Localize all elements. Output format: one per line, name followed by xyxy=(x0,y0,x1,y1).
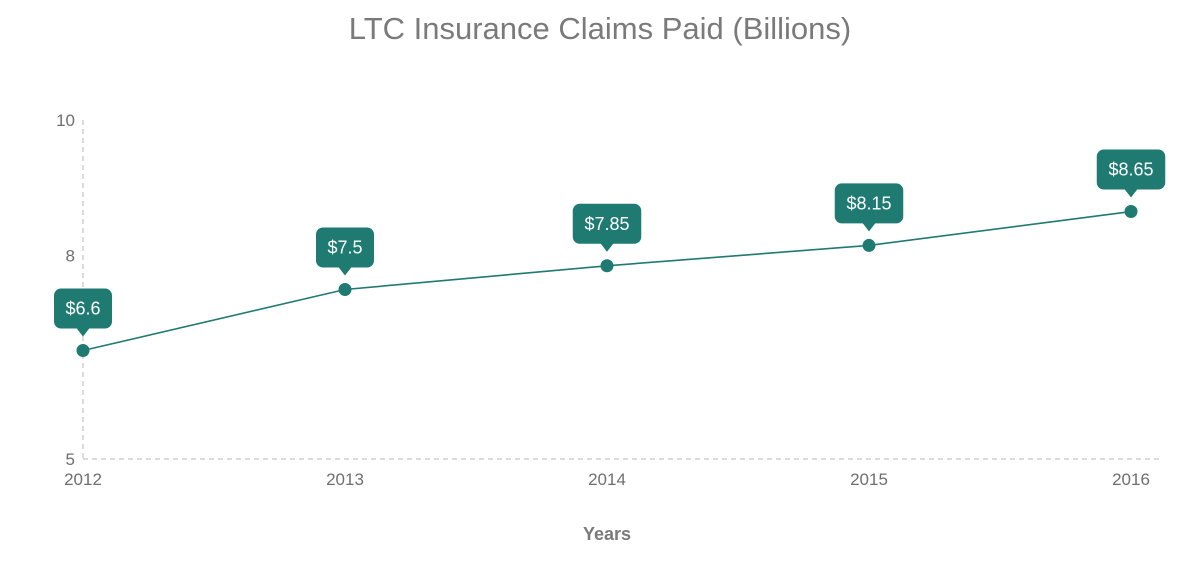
data-point[interactable] xyxy=(600,259,614,273)
x-axis-ticks: 2012 2013 2014 2015 2016 xyxy=(64,470,1150,489)
data-label-pointer xyxy=(1124,188,1138,198)
data-label: $7.85 xyxy=(572,203,642,252)
data-point[interactable] xyxy=(1124,205,1138,219)
x-axis-title: Years xyxy=(583,524,631,544)
chart-axes xyxy=(82,120,1160,460)
data-label: $6.6 xyxy=(54,288,112,337)
data-label-pointer xyxy=(600,242,614,252)
data-label: $8.65 xyxy=(1096,149,1166,198)
data-label-text: $8.15 xyxy=(846,193,891,213)
data-label-text: $7.85 xyxy=(584,214,629,234)
y-axis-ticks: 5 8 10 xyxy=(56,111,75,469)
data-label-bubble xyxy=(54,288,112,329)
x-tick-label: 2014 xyxy=(588,470,626,489)
series-layer xyxy=(76,205,1138,358)
data-label-text: $6.6 xyxy=(65,299,100,319)
y-tick-label: 8 xyxy=(66,247,75,266)
data-point[interactable] xyxy=(76,344,90,358)
y-tick-label: 5 xyxy=(66,450,75,469)
data-point[interactable] xyxy=(338,283,352,296)
data-label-bubble xyxy=(1096,149,1166,190)
data-label-pointer xyxy=(338,266,352,276)
data-label: $8.15 xyxy=(834,183,904,232)
x-tick-label: 2016 xyxy=(1112,470,1150,489)
data-label-bubble xyxy=(572,203,642,244)
data-label-bubble xyxy=(834,183,904,224)
data-label-pointer xyxy=(76,327,90,337)
x-tick-label: 2012 xyxy=(64,470,102,489)
data-labels-layer: $6.6 $7.5 $7.85 $8.15 $8.65 xyxy=(54,149,1166,337)
data-label-text: $8.65 xyxy=(1108,160,1153,180)
data-label-bubble xyxy=(316,227,374,268)
y-tick-label: 10 xyxy=(56,111,75,130)
x-tick-label: 2013 xyxy=(326,470,364,489)
data-label-pointer xyxy=(862,222,876,232)
x-tick-label: 2015 xyxy=(850,470,888,489)
data-label-text: $7.5 xyxy=(327,238,362,258)
data-label: $7.5 xyxy=(316,227,374,276)
chart-title: LTC Insurance Claims Paid (Billions) xyxy=(349,11,851,46)
data-point[interactable] xyxy=(862,238,876,252)
